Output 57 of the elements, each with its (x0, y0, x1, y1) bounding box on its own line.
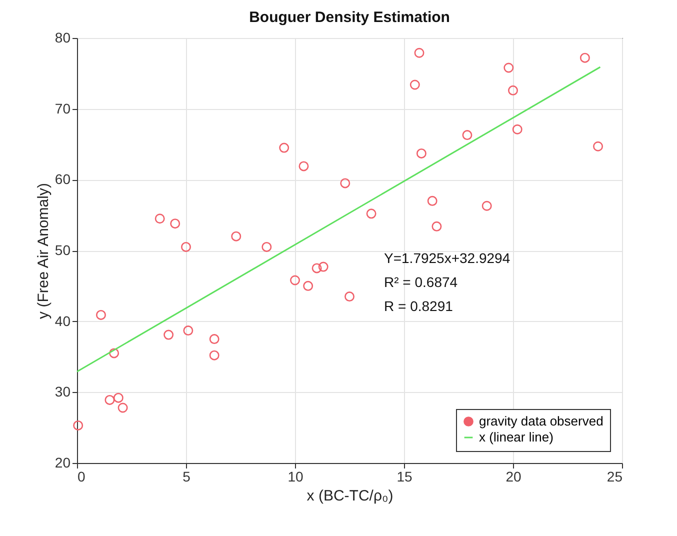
point (118, 402, 128, 413)
y-tick-label: 20 (54, 454, 71, 470)
point (512, 124, 522, 134)
point (96, 310, 106, 320)
point (312, 263, 322, 274)
point (318, 262, 328, 272)
y-tick-label: 30 (54, 384, 71, 400)
point (432, 221, 442, 232)
point (482, 200, 492, 211)
x-tick-label: 25 (606, 468, 623, 484)
point (416, 148, 426, 158)
legend-label: gravity data observed (479, 414, 604, 428)
point (593, 141, 603, 152)
point (209, 334, 220, 344)
point (231, 231, 242, 242)
x-tick-label: 0 (78, 468, 86, 484)
y-tick-label: 40 (54, 312, 71, 329)
point (427, 196, 438, 206)
point (414, 48, 424, 58)
annotation: R = 0.8291 (384, 298, 454, 314)
point (262, 242, 272, 252)
point (73, 420, 84, 430)
annotation: R² = 0.6874 (384, 274, 458, 290)
point (290, 275, 300, 286)
y-tick-label: 80 (54, 30, 71, 46)
point (303, 280, 314, 291)
point (366, 208, 376, 219)
legend-label: x (linear line) (479, 430, 554, 444)
point (109, 348, 120, 358)
x-axis-title: x (BC-TC/ρ₀) (306, 488, 394, 504)
point (154, 214, 165, 224)
point (298, 161, 309, 172)
point (462, 130, 472, 140)
annotation: Y=1.7925x+32.9294 (384, 250, 510, 266)
point (504, 62, 514, 73)
chart-title: Bouguer Density Estimation (249, 9, 450, 26)
y-tick-label: 50 (54, 242, 71, 258)
point (113, 392, 124, 403)
point (183, 326, 194, 336)
point (508, 85, 518, 96)
point (340, 178, 350, 188)
x-tick-label: 20 (506, 468, 522, 484)
x-tick-label: 15 (396, 468, 412, 484)
point (209, 350, 220, 360)
x-tick-label: 5 (182, 468, 191, 484)
point (410, 80, 420, 90)
y-tick-label: 60 (54, 171, 71, 188)
y-axis-title: y (Free Air Anomaly) (34, 183, 52, 319)
y-tick-label: 70 (54, 100, 71, 116)
point (164, 330, 174, 340)
point (279, 142, 290, 153)
point (344, 292, 354, 302)
x-tick-label: 10 (288, 468, 304, 484)
point (104, 394, 115, 405)
point (181, 242, 191, 252)
point (580, 52, 590, 63)
point (170, 218, 180, 229)
